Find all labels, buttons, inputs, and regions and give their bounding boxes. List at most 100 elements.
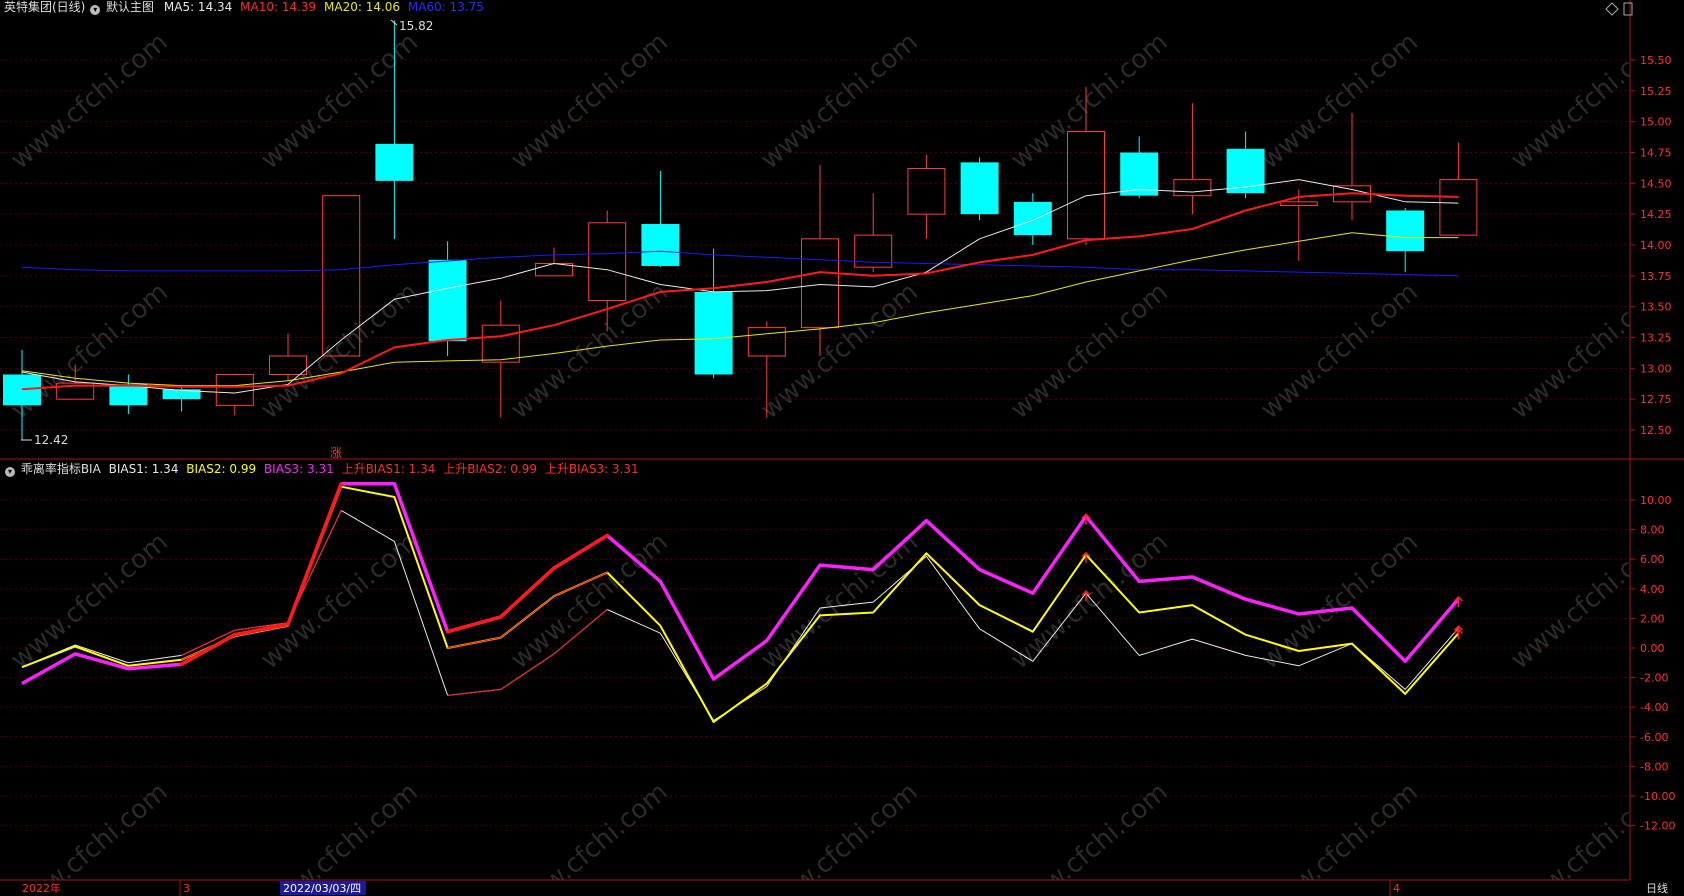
price-tick-label: 14.75 (1640, 147, 1672, 160)
rising-bias-segment (286, 481, 343, 627)
bias-tick-label: -2.00 (1640, 672, 1668, 685)
year-label: 2022年 (22, 881, 61, 895)
window-controls (1605, 2, 1633, 16)
selected-date-box[interactable] (280, 881, 366, 895)
ma20-line (21, 232, 1459, 387)
rising-bias-segment (233, 622, 290, 637)
candle-body-up (1067, 131, 1105, 240)
period-label: 日线 (1646, 881, 1668, 895)
up-bias1-value: 上升BIAS1: 1.34 (341, 462, 436, 476)
candle-body-up (269, 355, 307, 375)
bias-tick-label: 0.00 (1640, 642, 1665, 655)
rising-bias-segment (447, 637, 502, 649)
up-bias3-value: 上升BIAS3: 3.31 (544, 462, 639, 476)
candle-body-down (1226, 148, 1265, 194)
month-4-label: 4 (1393, 882, 1400, 895)
period-button[interactable] (1632, 881, 1684, 896)
candle-body-down (428, 259, 467, 342)
candle-body-down (1386, 210, 1425, 252)
candle-body-up (322, 195, 361, 357)
bias-tick-label: -4.00 (1640, 701, 1668, 714)
rising-bias-segment (553, 571, 608, 597)
bias-tick-label: 8.00 (1640, 524, 1665, 537)
candle-body-up (481, 324, 520, 363)
candle-body-up (588, 222, 627, 301)
price-markers: 15.82 12.42 涨 (21, 19, 433, 460)
up-arrow-head (1453, 595, 1463, 602)
candle-body-down (3, 374, 41, 406)
candle-body-down (109, 384, 148, 406)
candle-body-down (375, 143, 414, 181)
ma5-value: MA5: 14.34 (163, 0, 233, 14)
candle-body-up (907, 168, 946, 215)
stock-title[interactable]: 英特集团(日线) (4, 0, 86, 14)
rising-bias-segment (553, 609, 608, 655)
price-tick-label: 12.50 (1640, 424, 1672, 437)
rising-bias-segment (287, 509, 342, 624)
month-3-label: 3 (183, 882, 190, 895)
candle-body-up (854, 234, 893, 268)
ma60-value: MA60: 13.75 (407, 0, 484, 14)
candle-body-up (801, 238, 839, 329)
candle-body-down (960, 162, 999, 215)
candle-body-up (1173, 179, 1212, 197)
bias-tick-label: -12.00 (1640, 820, 1675, 833)
candle-body-down (641, 224, 680, 266)
price-tick-label: 14.50 (1640, 177, 1672, 190)
candle-body-down (1120, 152, 1159, 196)
candle-body-down (162, 389, 201, 400)
up-arrow-head (1081, 590, 1091, 596)
candle-body-down (1013, 201, 1052, 236)
chart-name[interactable]: 默认主图 (106, 0, 155, 14)
rising-bias-segment (499, 566, 556, 619)
bias-lines (21, 481, 1460, 723)
settings-circle-icon[interactable]: ▾ (90, 5, 101, 15)
bias-tick-label: 4.00 (1640, 583, 1665, 596)
zhang-label: 涨 (330, 445, 342, 460)
indicator-title[interactable]: 乖离率指标BIA (20, 462, 101, 476)
bias3-value: BIAS3: 3.31 (263, 462, 334, 476)
bias-tick-label: 2.00 (1640, 612, 1665, 625)
rising-bias-segment (181, 629, 236, 656)
panel-icon[interactable] (1623, 2, 1633, 16)
rising-bias-segment (234, 625, 289, 637)
diamond-icon[interactable] (1605, 2, 1619, 16)
high-price-label: 15.82 (399, 19, 433, 33)
up-arrow-head (1453, 625, 1463, 631)
bias-tick-label: -10.00 (1640, 790, 1675, 803)
candle-body-up (747, 327, 786, 357)
rising-bias-segment (500, 595, 555, 639)
up-arrow-head (1081, 551, 1091, 558)
sub-chart-header: ▾ 乖离率指标BIA BIAS1: 1.34 BIAS2: 0.99 BIAS3… (4, 462, 639, 477)
indicator-circle-icon[interactable]: ▾ (5, 467, 15, 477)
rising-bias-segment (287, 486, 342, 627)
rising-bias-segment (552, 533, 609, 570)
bottom-axis: 2022年 3 2022/03/03/四 4 日线 (0, 879, 1684, 896)
price-tick-label: 13.75 (1640, 270, 1672, 283)
signal-arrows (1081, 513, 1463, 640)
y-axis-ticks: 12.50 12.75 13.00 13.25 13.50 13.75 14.00 14.25… (1630, 54, 1675, 833)
price-tick-label: 14.25 (1640, 208, 1672, 221)
candle-body-down (694, 291, 733, 375)
rising-bias-segment (447, 688, 502, 696)
candlestick-series[interactable] (3, 20, 1478, 440)
candle-body-up (1279, 201, 1318, 207)
low-price-label: 12.42 (34, 433, 68, 447)
bias-tick-label: -6.00 (1640, 731, 1668, 744)
bias2-value: BIAS2: 0.99 (186, 462, 257, 476)
ma60-line (21, 250, 1459, 277)
ma10-line (21, 192, 1459, 391)
watermark-layer (0, 0, 1630, 880)
selected-date-label: 2022/03/03/四 (283, 882, 361, 895)
bias-tick-label: 10.00 (1640, 494, 1672, 507)
price-tick-label: 12.75 (1640, 393, 1672, 406)
candle-body-up (1439, 179, 1478, 236)
price-tick-label: 14.00 (1640, 239, 1672, 252)
rising-bias-segment (500, 653, 555, 690)
price-tick-label: 13.25 (1640, 332, 1672, 345)
rising-bias-segment (181, 635, 236, 661)
price-tick-label: 13.50 (1640, 301, 1672, 314)
ma5-line (21, 179, 1459, 394)
